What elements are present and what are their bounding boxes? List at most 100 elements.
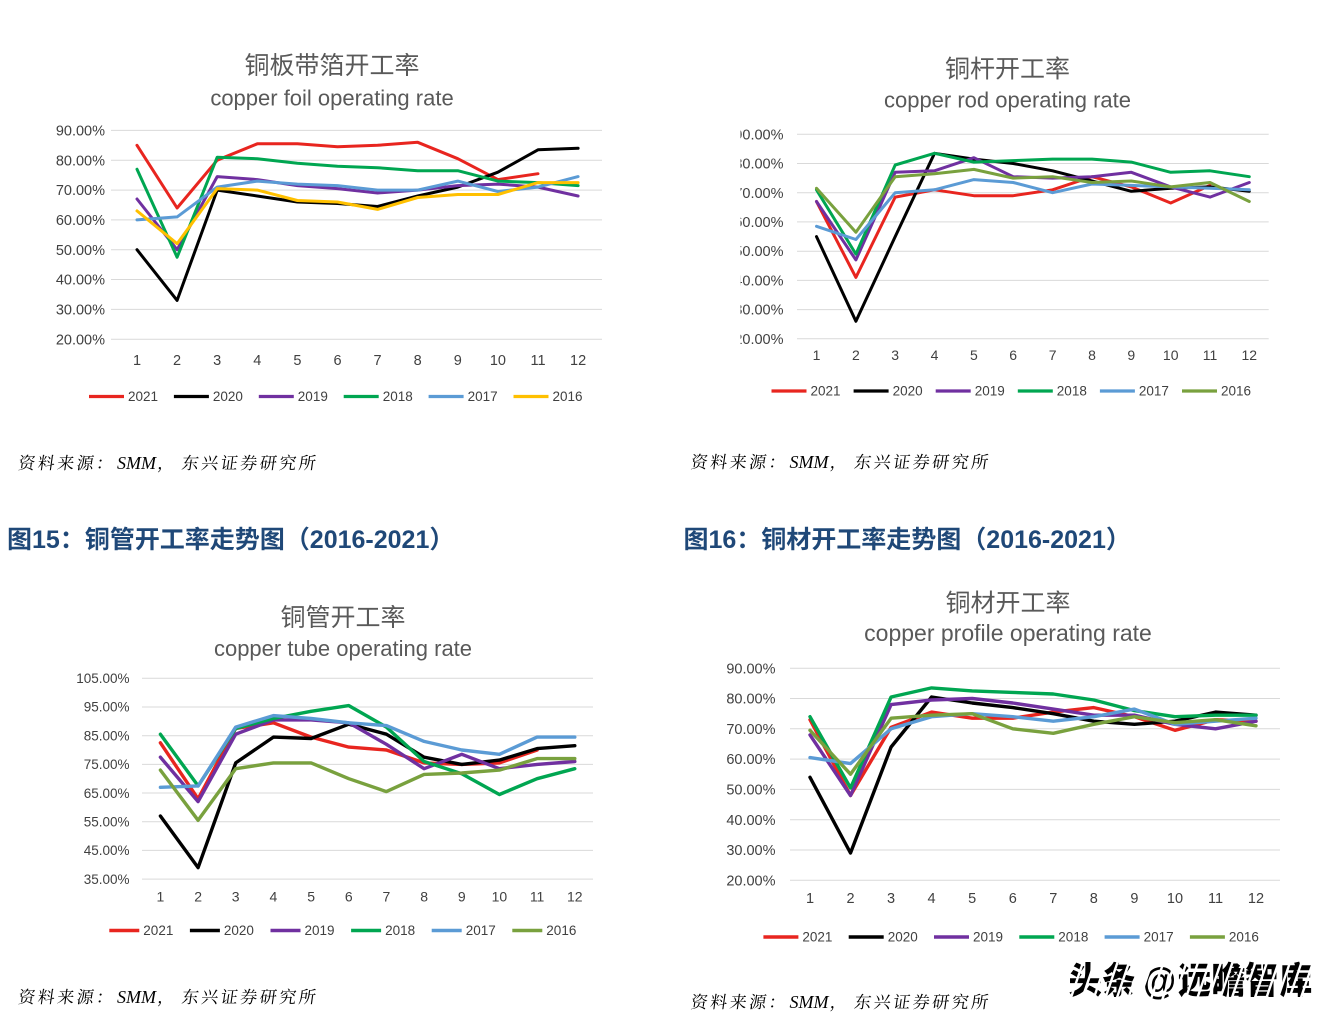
svg-text:6: 6	[1009, 347, 1017, 363]
svg-text:11: 11	[1208, 891, 1223, 907]
svg-text:6: 6	[333, 353, 341, 369]
svg-text:2018: 2018	[385, 923, 415, 938]
svg-text:9: 9	[1130, 891, 1138, 907]
svg-text:1: 1	[133, 353, 141, 369]
svg-text:2017: 2017	[1139, 384, 1169, 399]
svg-text:6: 6	[1009, 891, 1017, 907]
svg-text:@: @	[1143, 961, 1176, 1002]
svg-text:1: 1	[806, 891, 814, 907]
svg-text:30.00%: 30.00%	[734, 303, 783, 319]
svg-text:12: 12	[1242, 347, 1258, 363]
svg-text:copper foil operating rate: copper foil operating rate	[210, 86, 453, 111]
svg-text:20.00%: 20.00%	[56, 332, 105, 348]
svg-text:50.00%: 50.00%	[734, 244, 783, 260]
svg-text:2016: 2016	[1221, 384, 1251, 399]
svg-text:3: 3	[232, 889, 240, 905]
svg-text:2019: 2019	[975, 384, 1005, 399]
svg-text:30.00%: 30.00%	[56, 302, 105, 318]
svg-text:2020: 2020	[888, 930, 918, 945]
svg-text:8: 8	[1088, 347, 1096, 363]
svg-text:16: 16	[709, 526, 737, 554]
svg-text:2020: 2020	[224, 923, 254, 938]
svg-text:2: 2	[173, 353, 181, 369]
svg-text:105.00%: 105.00%	[76, 671, 129, 686]
svg-text:45.00%: 45.00%	[84, 843, 130, 858]
svg-text:4: 4	[253, 353, 261, 369]
svg-text:8: 8	[414, 353, 422, 369]
svg-text:55.00%: 55.00%	[84, 815, 130, 830]
svg-text:2018: 2018	[383, 389, 413, 404]
svg-text:8: 8	[1090, 891, 1098, 907]
svg-text:2019: 2019	[298, 389, 328, 404]
svg-text:11: 11	[1203, 347, 1218, 363]
svg-text:50.00%: 50.00%	[726, 783, 775, 799]
svg-text:11: 11	[530, 353, 545, 369]
svg-text:2017: 2017	[1144, 930, 1174, 945]
svg-text:7: 7	[1049, 891, 1057, 907]
svg-text:8: 8	[420, 889, 428, 905]
svg-text:10: 10	[492, 889, 508, 905]
svg-text:10: 10	[1163, 347, 1179, 363]
svg-text:12: 12	[1248, 891, 1264, 907]
svg-text:70.00%: 70.00%	[56, 183, 105, 199]
svg-text:2: 2	[194, 889, 202, 905]
svg-text:2016: 2016	[546, 923, 576, 938]
svg-text:40.00%: 40.00%	[56, 273, 105, 289]
svg-text:2016-2021: 2016-2021	[310, 526, 430, 554]
svg-text:2021: 2021	[811, 384, 841, 399]
svg-text:90.00%: 90.00%	[734, 127, 783, 143]
svg-text:12: 12	[567, 889, 583, 905]
svg-text:90.00%: 90.00%	[726, 661, 775, 677]
svg-text:SMM: SMM	[790, 992, 830, 1012]
svg-text:20.00%: 20.00%	[726, 873, 775, 889]
svg-text:60.00%: 60.00%	[56, 213, 105, 229]
svg-text:2016: 2016	[553, 389, 583, 404]
svg-text:10: 10	[1167, 891, 1183, 907]
svg-text:7: 7	[1049, 347, 1057, 363]
svg-text:2019: 2019	[305, 923, 335, 938]
svg-text:2016-2021: 2016-2021	[986, 526, 1106, 554]
svg-text:1: 1	[813, 347, 821, 363]
svg-text:2017: 2017	[468, 389, 498, 404]
svg-text:2019: 2019	[973, 930, 1003, 945]
svg-text:3: 3	[213, 353, 221, 369]
svg-text:5: 5	[968, 891, 976, 907]
svg-text:70.00%: 70.00%	[726, 722, 775, 738]
svg-text:50.00%: 50.00%	[56, 243, 105, 259]
svg-text:9: 9	[1127, 347, 1135, 363]
svg-text:4: 4	[270, 889, 278, 905]
svg-text:copper rod operating rate: copper rod operating rate	[884, 88, 1131, 113]
svg-text:20.00%: 20.00%	[734, 332, 783, 348]
svg-text:40.00%: 40.00%	[734, 273, 783, 289]
svg-text:80.00%: 80.00%	[56, 153, 105, 169]
svg-text:35.00%: 35.00%	[84, 872, 130, 887]
svg-text:75.00%: 75.00%	[84, 757, 130, 772]
svg-text:2: 2	[852, 347, 860, 363]
svg-text:90.00%: 90.00%	[56, 124, 105, 140]
svg-text:2021: 2021	[143, 923, 173, 938]
svg-text:2020: 2020	[893, 384, 923, 399]
svg-text:12: 12	[570, 353, 586, 369]
svg-text:copper profile operating rate: copper profile operating rate	[864, 620, 1152, 646]
svg-text:copper tube operating rate: copper tube operating rate	[214, 636, 472, 661]
svg-text:SMM: SMM	[117, 453, 157, 473]
svg-text:2020: 2020	[213, 389, 243, 404]
svg-text:3: 3	[887, 891, 895, 907]
svg-text:2021: 2021	[128, 389, 158, 404]
svg-text:80.00%: 80.00%	[726, 692, 775, 708]
svg-text:60.00%: 60.00%	[734, 215, 783, 231]
svg-text:SMM: SMM	[790, 452, 830, 472]
svg-text:95.00%: 95.00%	[84, 700, 130, 715]
svg-text:11: 11	[530, 889, 545, 905]
svg-text:15: 15	[32, 526, 60, 554]
svg-text:5: 5	[970, 347, 978, 363]
svg-text:70.00%: 70.00%	[734, 186, 783, 202]
svg-text:6: 6	[345, 889, 353, 905]
svg-text:5: 5	[293, 353, 301, 369]
svg-text:4: 4	[931, 347, 939, 363]
svg-text:2018: 2018	[1057, 384, 1087, 399]
svg-text:65.00%: 65.00%	[84, 786, 130, 801]
svg-text:3: 3	[891, 347, 899, 363]
svg-text:40.00%: 40.00%	[726, 813, 775, 829]
svg-text:2: 2	[846, 891, 854, 907]
